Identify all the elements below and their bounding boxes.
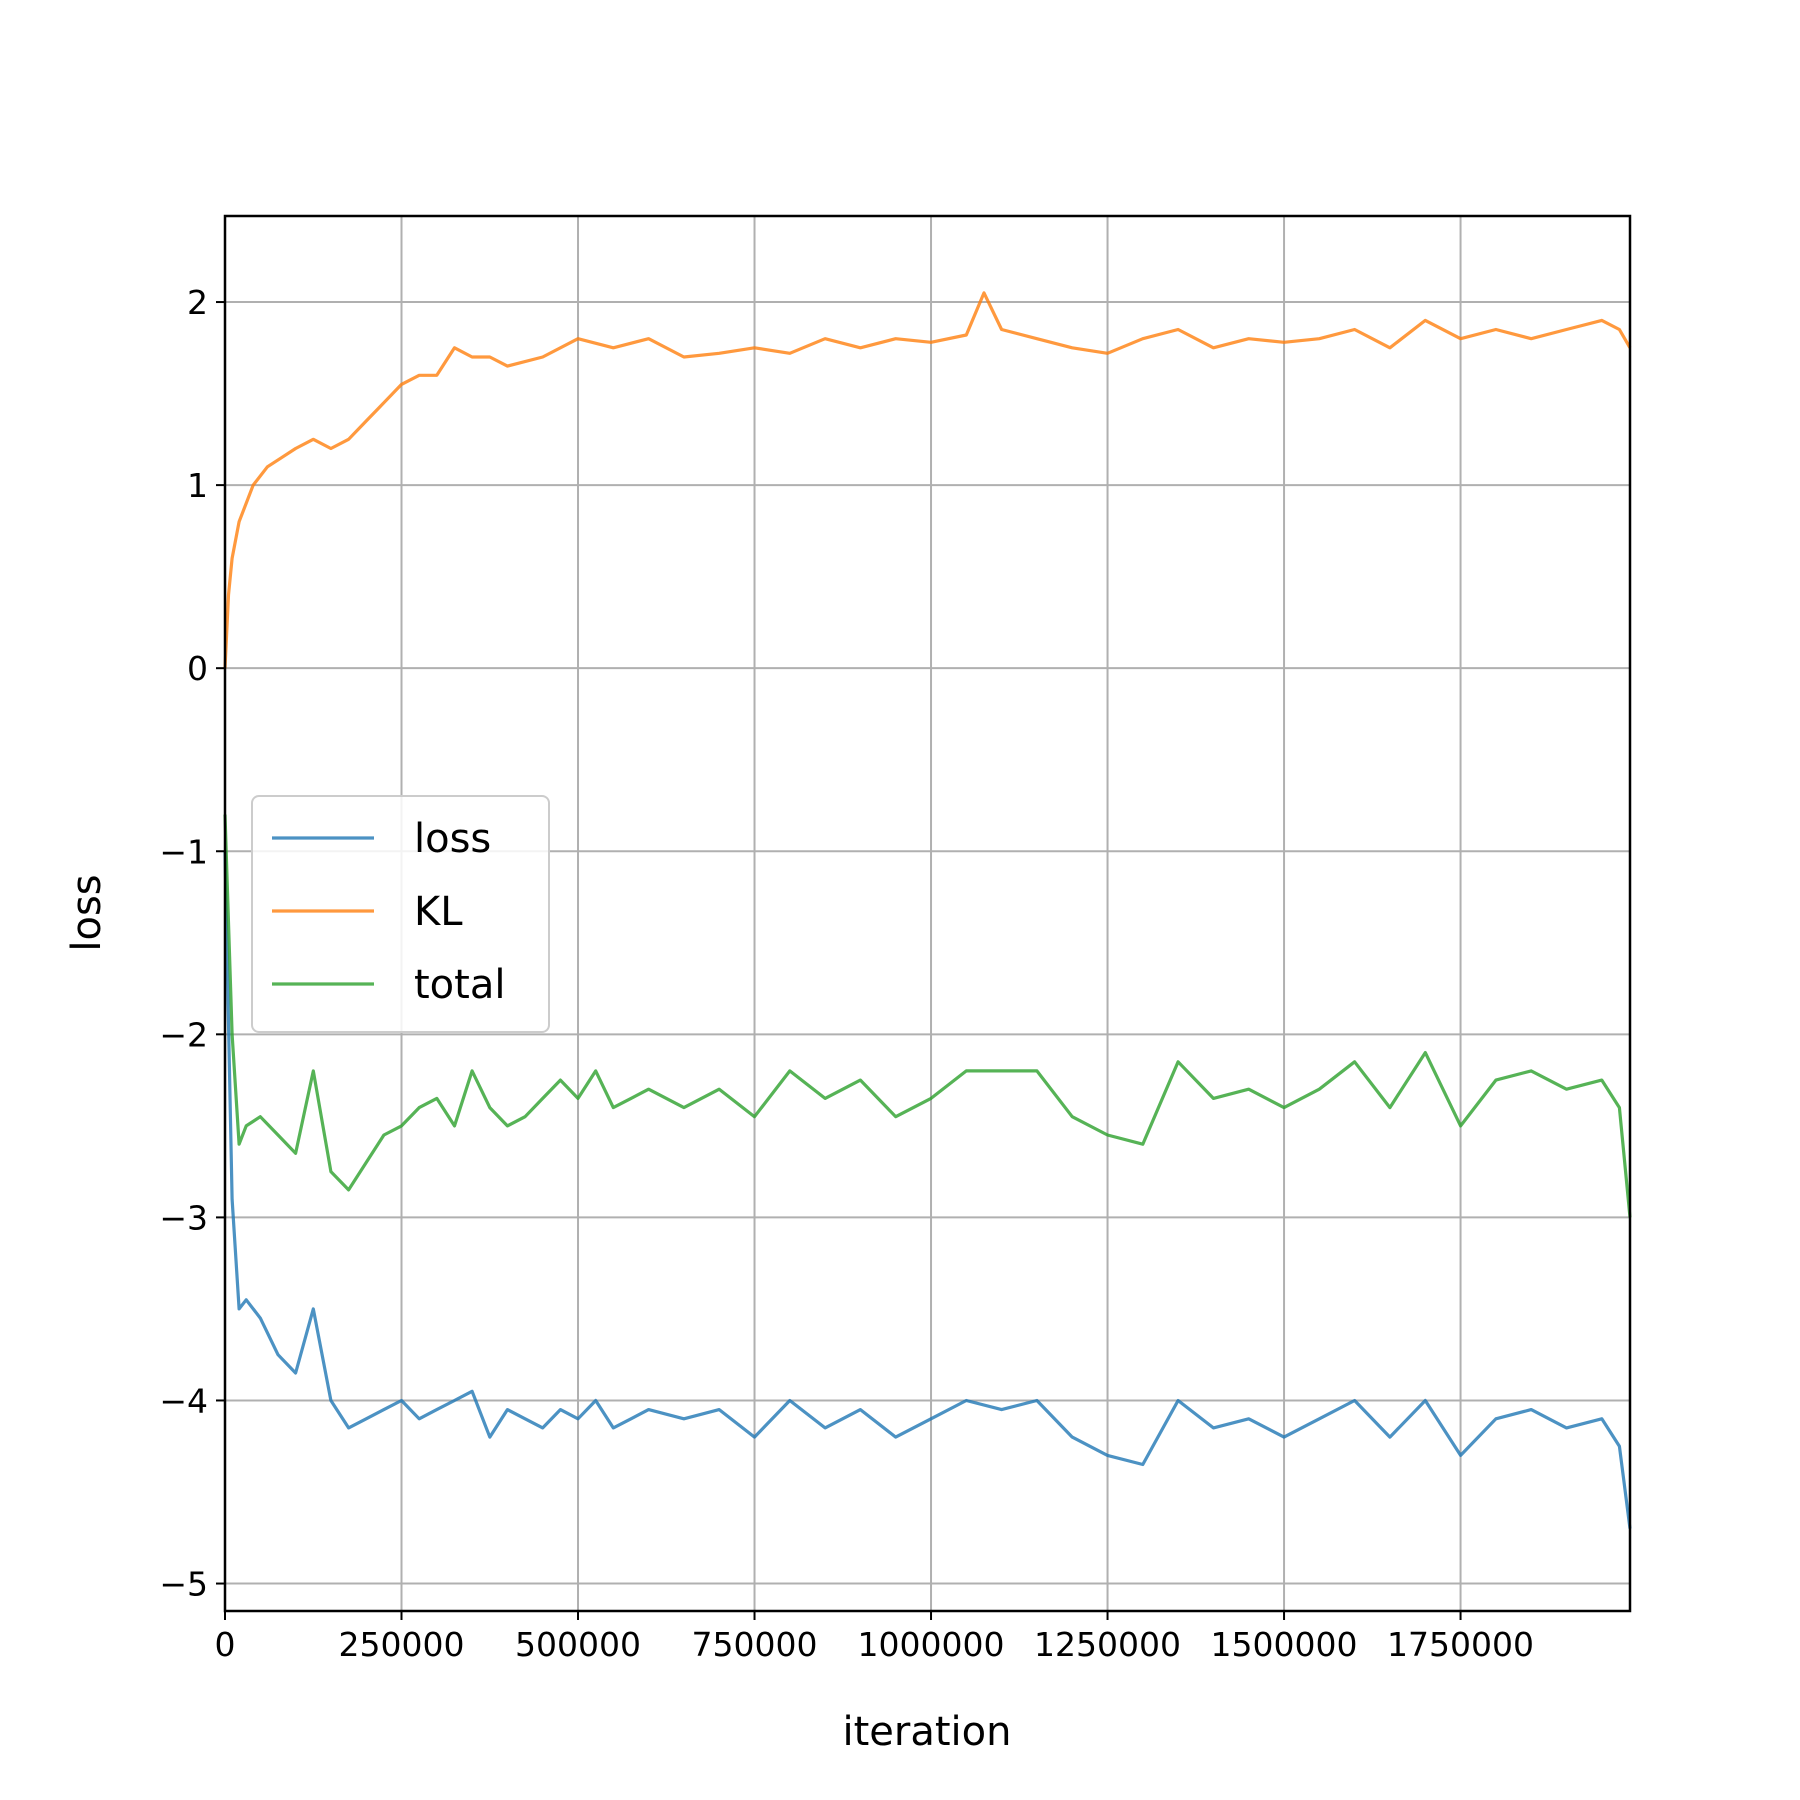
series-layer (223, 291, 1632, 1529)
plot-frame (223, 214, 1632, 1613)
x-tick-label: 250000 (339, 1625, 465, 1664)
legend: loss KL total (251, 795, 550, 1033)
x-tick-label: 1750000 (1387, 1625, 1534, 1664)
y-tick-label: 2 (187, 283, 208, 322)
legend-label: total (414, 962, 505, 1008)
x-axis-label: iteration (843, 1709, 1012, 1755)
y-tick-label: 0 (187, 649, 208, 688)
x-tick-label: 1000000 (858, 1625, 1005, 1664)
y-tick-label: −2 (159, 1015, 208, 1054)
series-line-total (223, 814, 1632, 1218)
legend-label: loss (414, 816, 491, 862)
y-tick-label: −5 (159, 1565, 208, 1604)
x-tick-label: 1500000 (1211, 1625, 1358, 1664)
y-tick-label: −4 (159, 1381, 208, 1420)
ticks: 0 250000 500000 750000 1000000 1250000 1500000… (159, 283, 1534, 1664)
grid (224, 216, 1630, 1611)
y-axis-label: loss (64, 874, 110, 951)
series-line-loss (223, 851, 1632, 1529)
legend-label: KL (414, 889, 463, 935)
x-tick-label: 1250000 (1034, 1625, 1181, 1664)
x-tick-label: 750000 (692, 1625, 818, 1664)
x-tick-label: 500000 (515, 1625, 641, 1664)
series-line-kl (223, 291, 1632, 669)
y-tick-label: −3 (159, 1198, 208, 1237)
legend-box (251, 795, 550, 1033)
y-tick-label: 1 (187, 466, 208, 505)
x-tick-label: 0 (215, 1625, 236, 1664)
y-tick-label: −1 (159, 832, 208, 871)
